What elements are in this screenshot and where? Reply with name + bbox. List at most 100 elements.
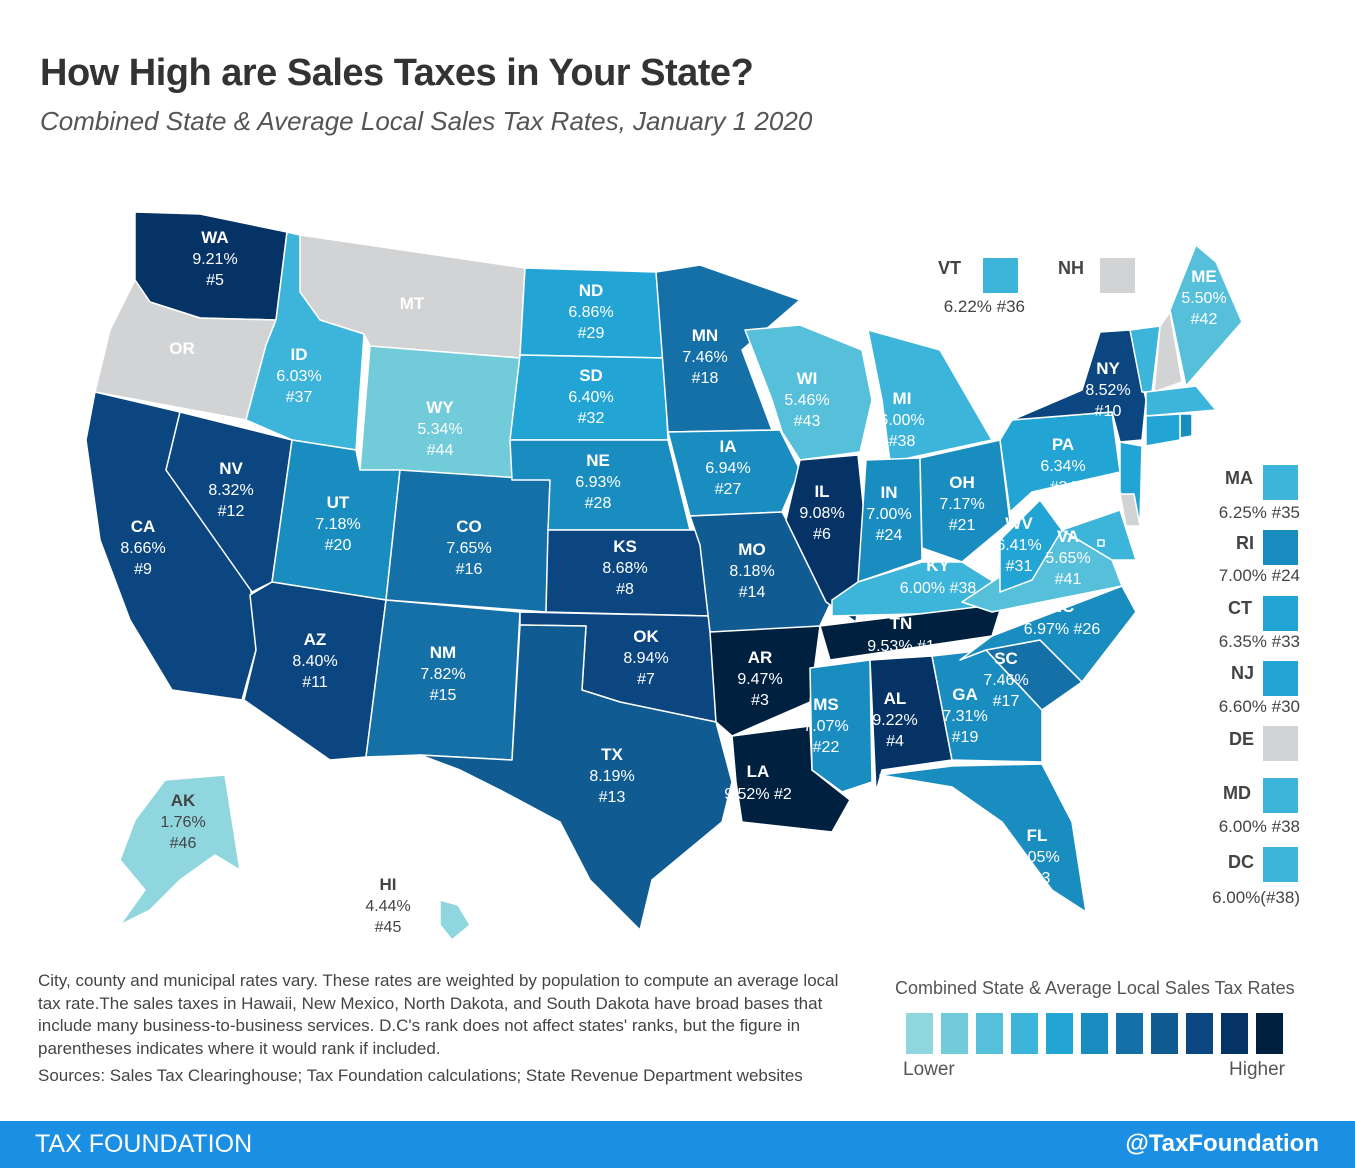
- state-ct[interactable]: [1145, 413, 1181, 447]
- state-rate: 7.82%: [420, 666, 465, 683]
- state-rank: #34: [1050, 479, 1077, 496]
- state-label-al: AL: [884, 689, 907, 708]
- state-label-ky: KY: [926, 556, 950, 575]
- state-tx[interactable]: [419, 624, 733, 931]
- state-label-wy: WY: [426, 398, 454, 417]
- state-la[interactable]: [731, 725, 851, 833]
- state-label-mt: MT: [400, 294, 425, 313]
- legend-swatch: [1263, 465, 1298, 500]
- state-rank: #17: [993, 693, 1020, 710]
- state-label-mi: MI: [893, 389, 912, 408]
- state-rate: 7.46%: [682, 349, 727, 366]
- state-label-ok: OK: [633, 627, 659, 646]
- state-nh[interactable]: [1153, 311, 1183, 393]
- state-oh[interactable]: [919, 439, 1011, 563]
- state-rate: 9.22%: [872, 712, 917, 729]
- state-rank: #23: [1024, 870, 1051, 887]
- state-label-ne: NE: [586, 451, 610, 470]
- legend-rate-rank: 6.60% #30: [1218, 697, 1300, 716]
- twitter-handle[interactable]: @TaxFoundation: [1125, 1130, 1319, 1157]
- state-label-sc: SC: [994, 649, 1018, 668]
- state-rank: #21: [949, 517, 976, 534]
- state-rank: #8: [616, 581, 634, 598]
- brand-logo[interactable]: TAX FOUNDATION: [35, 1130, 253, 1158]
- scale-swatch-1: [941, 1013, 968, 1054]
- state-rate: 8.68%: [602, 560, 647, 577]
- state-rate: 6.40%: [568, 389, 613, 406]
- state-ia[interactable]: [667, 429, 801, 517]
- state-ar[interactable]: [709, 625, 821, 737]
- color-scale-title: Combined State & Average Local Sales Tax…: [895, 978, 1295, 998]
- state-ma[interactable]: [1145, 385, 1217, 417]
- state-label-wv: WV: [1005, 514, 1033, 533]
- state-rank: #24: [876, 527, 903, 544]
- state-label-in: IN: [881, 483, 898, 502]
- state-label-ar: AR: [748, 648, 773, 667]
- state-fl[interactable]: [879, 763, 1087, 913]
- state-dc[interactable]: [1097, 539, 1105, 547]
- state-label-wi: WI: [797, 369, 818, 388]
- state-wi[interactable]: [744, 324, 873, 461]
- state-az[interactable]: [243, 581, 387, 761]
- scale-swatch-8: [1186, 1013, 1213, 1054]
- state-label-tn: TN: [890, 614, 913, 633]
- sources: Sources: Sales Tax Clearinghouse; Tax Fo…: [38, 1066, 803, 1085]
- state-ri[interactable]: [1179, 413, 1193, 439]
- state-label-ca: CA: [131, 517, 156, 536]
- state-rate: 9.08%: [799, 505, 844, 522]
- state-rate: 6.03%: [276, 368, 321, 385]
- scale-low-label: Lower: [903, 1059, 955, 1080]
- state-nj[interactable]: [1119, 441, 1143, 521]
- state-rate-rank: 6.00% #38: [900, 580, 977, 597]
- state-label-nm: NM: [430, 643, 456, 662]
- state-nc[interactable]: [959, 585, 1137, 683]
- state-rate: 5.46%: [784, 392, 829, 409]
- state-rate: 8.19%: [589, 768, 634, 785]
- legend-abbr: DE: [1229, 729, 1255, 749]
- legend-rate-rank: 6.00% #38: [1218, 817, 1300, 836]
- legend-swatch: [1100, 258, 1135, 293]
- legend-swatch: [1263, 530, 1298, 565]
- us-sales-tax-map: WA 9.21% #5 OR MT CA 8.66% #9 NV 8.32% #12 ID 6.03% #…: [85, 211, 1243, 941]
- state-rate: 6.94%: [705, 460, 750, 477]
- state-label-wa: WA: [201, 228, 228, 247]
- scale-swatch-4: [1046, 1013, 1073, 1054]
- state-wv[interactable]: [999, 499, 1063, 593]
- state-in[interactable]: [857, 457, 923, 583]
- state-label-pa: PA: [1052, 435, 1074, 454]
- state-ak[interactable]: [119, 774, 241, 926]
- state-hi[interactable]: [439, 899, 471, 941]
- legend-rate-rank: 6.22% #36: [943, 297, 1025, 316]
- state-rate: 8.94%: [623, 650, 668, 667]
- state-rate: 4.44%: [365, 898, 410, 915]
- state-rate: 9.21%: [192, 251, 237, 268]
- legend-swatch: [983, 258, 1018, 293]
- state-rank: #4: [886, 733, 904, 750]
- state-rank: #45: [375, 919, 402, 936]
- state-label-ut: UT: [327, 493, 350, 512]
- legend-abbr: RI: [1236, 533, 1254, 553]
- state-rate-rank: 6.97% #26: [1024, 621, 1101, 638]
- state-rate: 7.17%: [939, 496, 984, 513]
- state-nv[interactable]: [165, 411, 293, 593]
- legend-abbr: VT: [938, 258, 962, 278]
- state-me[interactable]: [1169, 244, 1243, 387]
- state-label-mn: MN: [692, 326, 718, 345]
- state-mi[interactable]: [867, 329, 993, 463]
- state-rank: #42: [1191, 311, 1218, 328]
- state-label-id: ID: [291, 345, 308, 364]
- state-rank: #32: [578, 410, 605, 427]
- state-md[interactable]: [1061, 509, 1137, 561]
- state-rate: 8.32%: [208, 482, 253, 499]
- state-rank: #41: [1055, 571, 1082, 588]
- state-ms[interactable]: [809, 659, 873, 793]
- state-rate: 7.65%: [446, 540, 491, 557]
- state-al[interactable]: [869, 655, 953, 793]
- state-rank: #11: [302, 674, 328, 691]
- state-rank: #29: [578, 325, 605, 342]
- legend-abbr: CT: [1228, 598, 1252, 618]
- scale-swatch-6: [1116, 1013, 1143, 1054]
- state-de[interactable]: [1119, 493, 1141, 527]
- state-rate: 7.31%: [942, 708, 987, 725]
- state-rate: 7.00%: [866, 506, 911, 523]
